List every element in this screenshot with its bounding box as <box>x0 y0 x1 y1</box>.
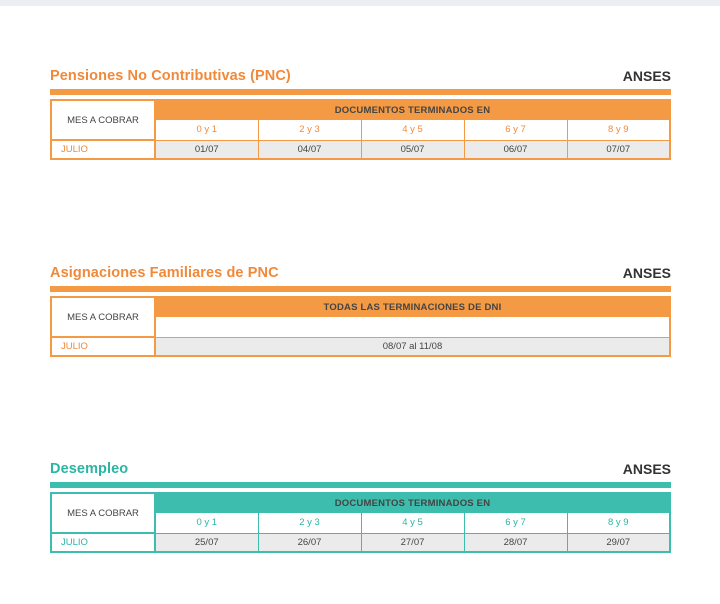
asignaciones-table: MES A COBRAR TODAS LAS TERMINACIONES DE … <box>50 296 671 357</box>
asignaciones-blank-row <box>155 317 670 338</box>
pnc-rule <box>50 89 671 95</box>
asignaciones-mes-label: MES A COBRAR <box>51 297 156 338</box>
asignaciones-dni-header: TODAS LAS TERMINACIONES DE DNI <box>155 297 670 317</box>
termination-cell: 6 y 7 <box>464 513 568 534</box>
termination-cell: 8 y 9 <box>567 513 670 534</box>
date-cell: 25/07 <box>155 533 259 552</box>
pnc-docs-header: DOCUMENTOS TERMINADOS EN <box>155 100 670 120</box>
top-bar <box>0 0 720 6</box>
termination-cell: 0 y 1 <box>155 120 259 141</box>
asignaciones-rule <box>50 286 671 292</box>
date-cell: 01/07 <box>155 140 259 159</box>
asignaciones-brand: ANSES <box>622 265 671 281</box>
desempleo-docs-header: DOCUMENTOS TERMINADOS EN <box>155 493 670 513</box>
desempleo-month: JULIO <box>51 533 156 552</box>
date-cell: 29/07 <box>567 533 670 552</box>
date-cell: 06/07 <box>464 140 568 159</box>
desempleo-header: Desempleo ANSES <box>50 461 671 481</box>
date-cell: 27/07 <box>361 533 465 552</box>
desempleo-title: Desempleo <box>50 461 129 477</box>
asignaciones-month: JULIO <box>51 337 156 356</box>
pnc-header: Pensiones No Contributivas (PNC) ANSES <box>50 68 671 88</box>
asignaciones-header: Asignaciones Familiares de PNC ANSES <box>50 265 671 285</box>
date-cell: 05/07 <box>361 140 465 159</box>
asignaciones-section: Asignaciones Familiares de PNC ANSES MES… <box>50 265 671 357</box>
asignaciones-title: Asignaciones Familiares de PNC <box>50 265 279 281</box>
desempleo-mes-label: MES A COBRAR <box>51 493 156 534</box>
termination-cell: 0 y 1 <box>155 513 259 534</box>
termination-cell: 8 y 9 <box>567 120 670 141</box>
desempleo-table: MES A COBRAR DOCUMENTOS TERMINADOS EN 0 … <box>50 492 671 553</box>
pnc-mes-label: MES A COBRAR <box>51 100 156 141</box>
termination-cell: 2 y 3 <box>258 120 362 141</box>
pnc-table: MES A COBRAR DOCUMENTOS TERMINADOS EN 0 … <box>50 99 671 160</box>
desempleo-rule <box>50 482 671 488</box>
pnc-brand: ANSES <box>622 68 671 84</box>
pnc-month: JULIO <box>51 140 156 159</box>
asignaciones-range: 08/07 al 11/08 <box>155 337 670 356</box>
termination-cell: 6 y 7 <box>464 120 568 141</box>
date-cell: 28/07 <box>464 533 568 552</box>
termination-cell: 4 y 5 <box>361 120 465 141</box>
desempleo-section: Desempleo ANSES MES A COBRAR DOCUMENTOS … <box>50 461 671 553</box>
pnc-title: Pensiones No Contributivas (PNC) <box>50 68 291 84</box>
termination-cell: 4 y 5 <box>361 513 465 534</box>
termination-cell: 2 y 3 <box>258 513 362 534</box>
date-cell: 26/07 <box>258 533 362 552</box>
pnc-section: Pensiones No Contributivas (PNC) ANSES M… <box>50 68 671 160</box>
date-cell: 04/07 <box>258 140 362 159</box>
desempleo-brand: ANSES <box>622 461 671 477</box>
date-cell: 07/07 <box>567 140 670 159</box>
